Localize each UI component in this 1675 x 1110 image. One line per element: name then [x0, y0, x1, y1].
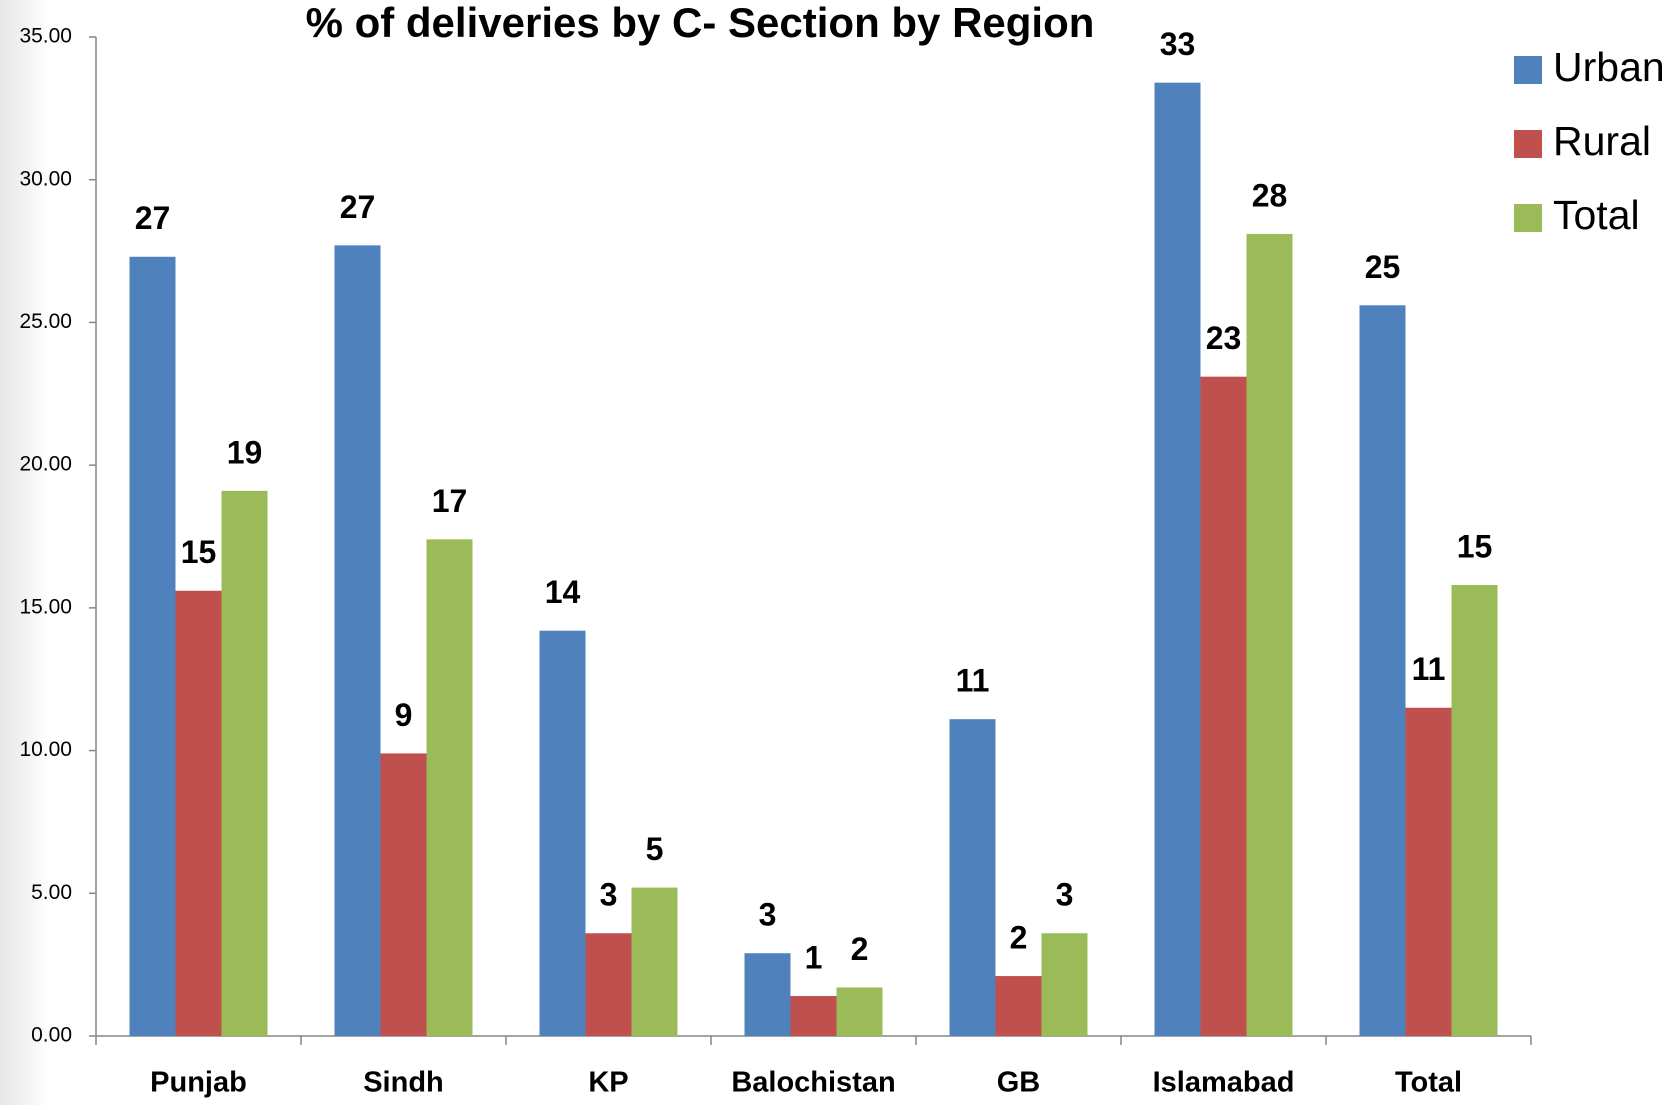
legend-label: Urban [1553, 44, 1665, 90]
value-label: 2 [851, 931, 869, 967]
value-label: 15 [181, 534, 217, 570]
value-label: 27 [340, 189, 376, 225]
x-tick-label: Sindh [363, 1067, 444, 1099]
y-tick-label: 5.00 [31, 881, 72, 904]
x-tick-label: GB [997, 1067, 1041, 1099]
bar [790, 996, 837, 1036]
bar [744, 953, 791, 1036]
bar [129, 256, 176, 1036]
value-label: 1 [805, 939, 823, 975]
bar [1154, 82, 1201, 1036]
value-label: 27 [135, 200, 171, 236]
bar [380, 753, 427, 1036]
legend-label: Rural [1553, 118, 1651, 164]
bar [1405, 707, 1452, 1036]
value-label: 33 [1160, 26, 1196, 62]
x-tick-label: Punjab [150, 1067, 247, 1099]
bar [949, 719, 996, 1036]
bar [631, 887, 678, 1036]
legend-label: Total [1553, 192, 1640, 238]
bar [1246, 233, 1293, 1037]
x-tick-label: Balochistan [731, 1067, 895, 1099]
bar [1359, 305, 1406, 1036]
bar [1041, 933, 1088, 1036]
y-tick-label: 15.00 [19, 595, 72, 618]
value-label: 9 [395, 697, 413, 733]
bar [221, 490, 268, 1036]
bar [585, 933, 632, 1036]
legend-swatch [1514, 204, 1542, 232]
y-tick-label: 35.00 [19, 25, 72, 48]
value-label: 19 [227, 434, 263, 470]
value-label: 15 [1457, 528, 1493, 564]
bar [1200, 376, 1247, 1036]
value-label: 23 [1206, 320, 1242, 356]
bar [539, 630, 586, 1036]
bar [836, 987, 883, 1036]
y-tick-label: 30.00 [19, 167, 72, 190]
value-label: 17 [432, 483, 468, 519]
bar [995, 976, 1042, 1036]
value-label: 14 [545, 574, 581, 610]
x-tick-label: Islamabad [1153, 1067, 1295, 1099]
value-label: 11 [956, 663, 990, 699]
x-tick-label: KP [588, 1067, 628, 1099]
value-label: 2 [1010, 920, 1028, 956]
bar [175, 590, 222, 1036]
value-label: 3 [600, 877, 618, 913]
y-tick-label: 0.00 [31, 1024, 72, 1047]
value-label: 25 [1365, 249, 1401, 285]
value-label: 3 [759, 897, 777, 933]
value-label: 11 [1412, 651, 1446, 687]
bar [426, 539, 473, 1036]
y-tick-label: 20.00 [19, 453, 72, 476]
chart-title: % of deliveries by C- Section by Region [306, 0, 1095, 46]
legend-swatch [1514, 56, 1542, 84]
value-label: 5 [646, 831, 664, 867]
legend-swatch [1514, 130, 1542, 158]
bar [334, 245, 381, 1036]
y-tick-label: 10.00 [19, 738, 72, 761]
bar [1451, 585, 1498, 1036]
x-tick-label: Total [1395, 1067, 1462, 1099]
value-label: 3 [1056, 877, 1074, 913]
y-tick-label: 25.00 [19, 310, 72, 333]
value-label: 28 [1252, 177, 1288, 213]
